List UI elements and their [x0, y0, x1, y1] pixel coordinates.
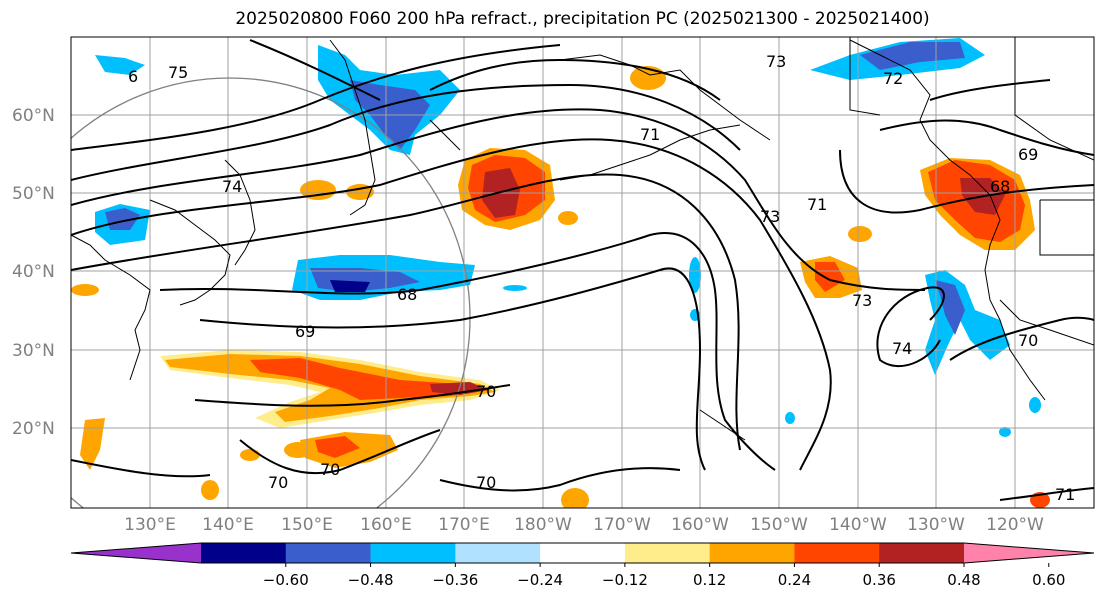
colorbar-segment: [794, 543, 880, 563]
contour-label: 73: [852, 291, 872, 310]
contour-labels: 6 75 74 73 72 71 73 71 69 68 73 74 70 68…: [128, 52, 1075, 504]
shaded-anomaly-regions: [71, 38, 1050, 508]
lat-label: 40°N: [12, 262, 55, 282]
colorbar-tick-label: 0.60: [1032, 571, 1065, 589]
contour-label: 71: [807, 195, 827, 214]
colorbar-segment: [540, 543, 626, 563]
contour-label: 73: [760, 207, 780, 226]
contour-label: 69: [1018, 145, 1038, 164]
lon-label: 130°W: [907, 515, 965, 535]
colorbar-segment: [624, 543, 711, 563]
lat-label: 60°N: [12, 106, 55, 126]
colorbar-tick-label: −0.36: [432, 571, 478, 589]
lon-label: 160°E: [360, 515, 412, 535]
colorbar-tick-label: −0.48: [348, 571, 394, 589]
colorbar-outline: [70, 542, 1095, 564]
contour-label: 71: [1055, 485, 1075, 504]
lon-label: 170°W: [593, 515, 651, 535]
colorbar-segment: [964, 543, 1094, 563]
colorbar-segment: [71, 543, 201, 563]
contour-label: 74: [892, 339, 912, 358]
colorbar-segment: [455, 543, 541, 563]
longitude-labels: 130°E 140°E 150°E 160°E 170°E 180°W 170°…: [124, 515, 1044, 535]
contour-label: 70: [476, 473, 496, 492]
lon-label: 140°E: [202, 515, 254, 535]
colorbar-segment: [201, 543, 287, 563]
lon-label: 150°W: [750, 515, 808, 535]
contour-label: 75: [168, 63, 188, 82]
refractivity-contours: [71, 39, 1094, 501]
contour-label: 6: [128, 67, 138, 86]
colorbar: −0.60 −0.48 −0.36 −0.24 −0.12 0.12 0.24 0.36 0.4…: [70, 542, 1095, 589]
map-title: 2025020800 F060 200 hPa refract., precip…: [235, 9, 930, 29]
contour-label: 71: [640, 125, 660, 144]
lon-label: 180°W: [514, 515, 572, 535]
contour-label: 69: [295, 322, 315, 341]
contour-label: 68: [397, 285, 417, 304]
lat-label: 30°N: [12, 341, 55, 361]
colorbar-tick-label: −0.60: [263, 571, 309, 589]
contour-label: 70: [320, 460, 340, 479]
colorbar-segment: [370, 543, 456, 563]
lon-label: 130°E: [124, 515, 176, 535]
colorbar-tick-label: −0.12: [602, 571, 648, 589]
lon-label: 140°W: [829, 515, 887, 535]
colorbar-tick-label: 0.36: [863, 571, 896, 589]
contour-label: 70: [1018, 331, 1038, 350]
contour-label: 73: [766, 52, 786, 71]
lon-label: 160°W: [671, 515, 729, 535]
contour-label: 70: [268, 473, 288, 492]
colorbar-segment: [285, 543, 372, 563]
colorbar-segment: [709, 543, 795, 563]
lon-label: 120°W: [986, 515, 1044, 535]
colorbar-segment: [879, 543, 965, 563]
colorbar-tick-label: 0.24: [778, 571, 811, 589]
colorbar-tick-label: −0.24: [517, 571, 563, 589]
lat-label: 20°N: [12, 419, 55, 439]
map-border: [70, 36, 1095, 509]
contour-label: 70: [476, 382, 496, 401]
colorbar-tick-label: 0.12: [693, 571, 726, 589]
lat-label: 50°N: [12, 184, 55, 204]
lon-label: 150°E: [281, 515, 333, 535]
latitude-labels: 60°N 50°N 40°N 30°N 20°N: [12, 106, 55, 439]
contour-label: 74: [222, 177, 242, 196]
graticule: [71, 37, 1094, 508]
contour-label: 72: [883, 69, 903, 88]
colorbar-tick-label: 0.48: [947, 571, 980, 589]
lon-label: 170°E: [438, 515, 490, 535]
contour-label: 68: [990, 177, 1010, 196]
